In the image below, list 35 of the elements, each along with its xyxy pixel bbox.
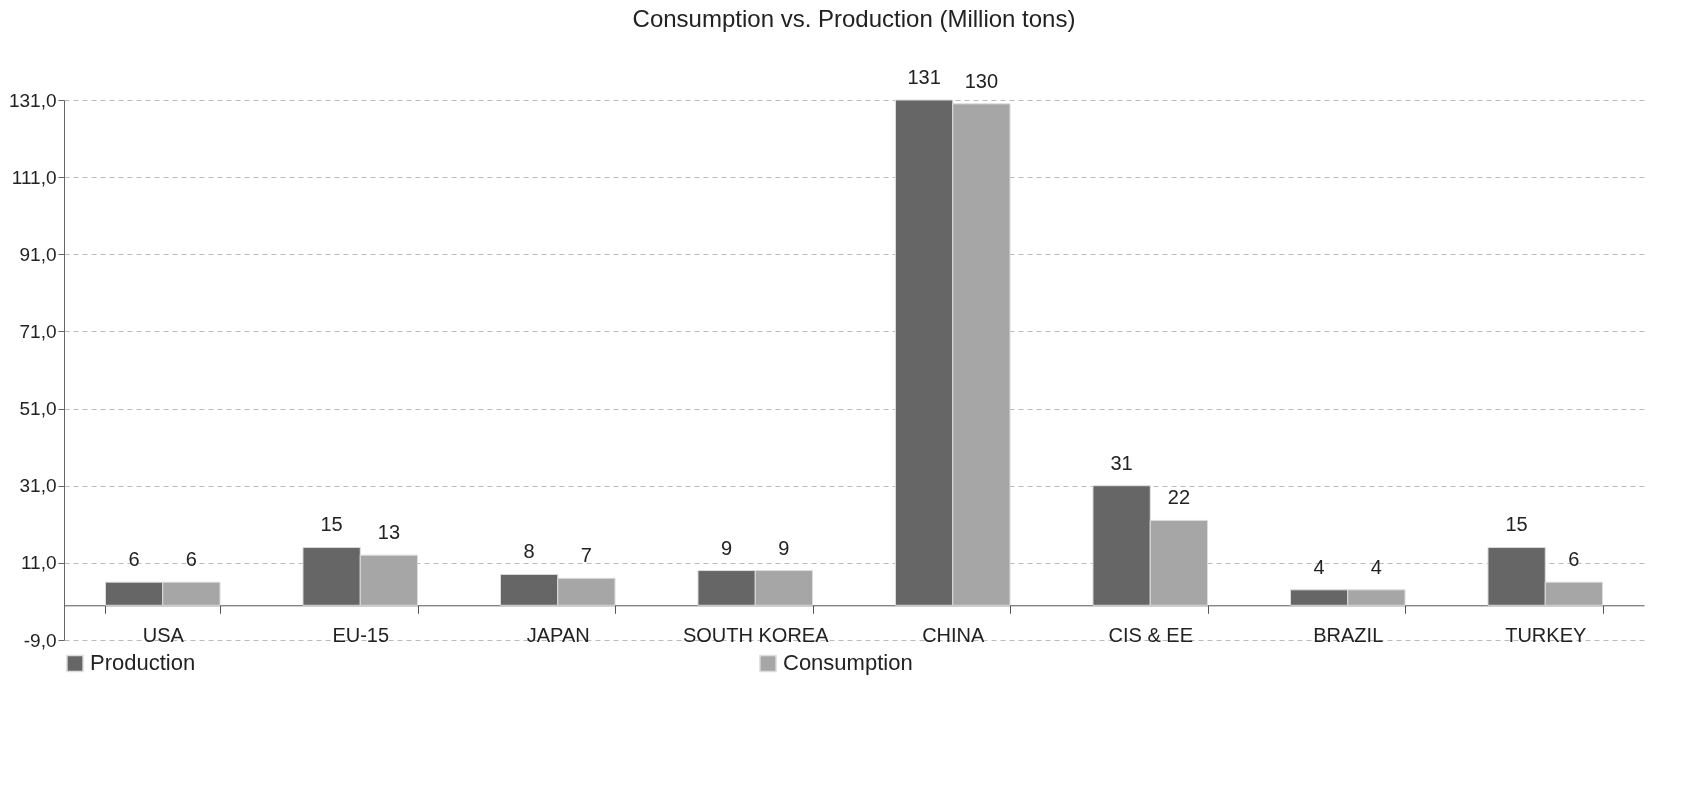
x-tick-label: EU-15 <box>332 623 390 646</box>
data-label: 4 <box>1370 555 1382 578</box>
data-label: 7 <box>580 544 592 567</box>
x-tick-label: SOUTH KOREA <box>682 623 830 646</box>
chart-title: Consumption vs. Production (Million tons) <box>632 5 1076 32</box>
y-tick-label: 71,0 <box>19 320 57 342</box>
data-label: 6 <box>185 548 197 571</box>
x-tick-label: CIS & EE <box>1108 623 1193 646</box>
y-tick-label: -9,0 <box>23 629 57 651</box>
data-label: 22 <box>1167 486 1191 509</box>
data-label: 9 <box>721 536 733 559</box>
y-tick-label: 111,0 <box>11 166 57 188</box>
data-label: 15 <box>1505 513 1528 536</box>
data-label: 15 <box>320 513 343 536</box>
y-tick-label: 31,0 <box>19 475 57 497</box>
y-tick-label: 51,0 <box>19 398 57 420</box>
legend-label: Production <box>90 650 196 676</box>
data-label: 6 <box>128 548 140 571</box>
data-label: 9 <box>778 536 790 559</box>
y-tick-label: 91,0 <box>19 243 57 265</box>
data-label: 13 <box>377 521 401 544</box>
x-tick-label: TURKEY <box>1505 623 1587 646</box>
data-label: 6 <box>1568 548 1580 571</box>
x-tick-label: JAPAN <box>526 623 590 646</box>
data-label: 8 <box>523 540 535 563</box>
x-tick-label: CHINA <box>922 623 986 646</box>
y-tick-label: 11,0 <box>20 552 57 574</box>
data-label: 31 <box>1110 451 1133 474</box>
data-label: 4 <box>1313 555 1325 578</box>
x-tick-label: BRAZIL <box>1313 623 1384 646</box>
y-tick-label: 131,0 <box>8 89 57 111</box>
data-label: 130 <box>964 69 999 92</box>
legend-label: Consumption <box>783 650 913 676</box>
data-label: 131 <box>907 66 941 88</box>
x-tick-label: USA <box>142 623 185 646</box>
